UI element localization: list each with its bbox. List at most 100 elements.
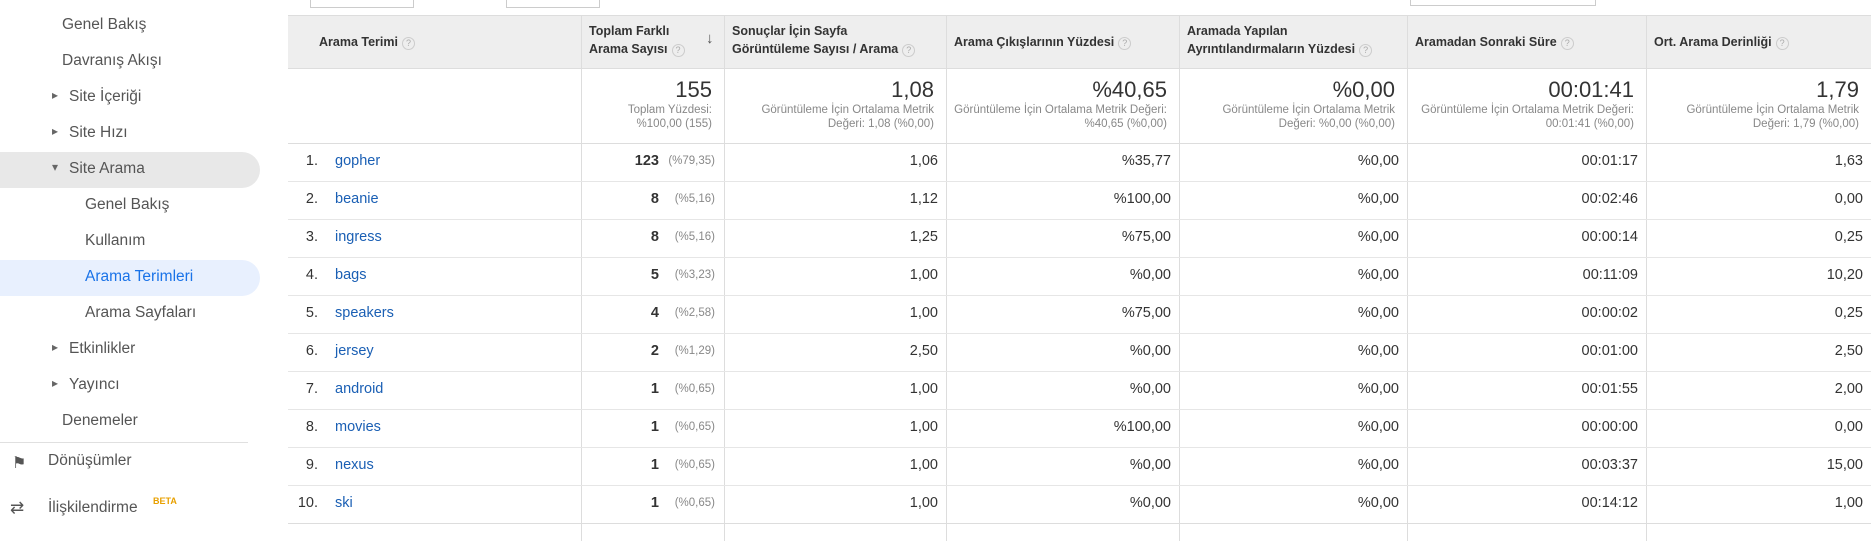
row-divider	[288, 447, 1871, 448]
column-header[interactable]: Sonuçlar İçin Sayfa Görüntüleme Sayısı /…	[732, 22, 926, 58]
metric: %0,00	[1129, 343, 1171, 359]
nav-item[interactable]: Kullanım	[85, 232, 146, 249]
column-divider	[581, 16, 582, 541]
nav-item[interactable]: Etkinlikler	[69, 340, 136, 357]
header-text: Toplam Farklı Arama Sayısı	[589, 24, 670, 56]
column-header[interactable]: Ort. Arama Derinliği?	[1654, 33, 1851, 51]
nav-item[interactable]: İlişkilendirme	[48, 499, 138, 516]
header-text: Aramadan Sonraki Süre	[1415, 35, 1557, 49]
share: (%0,65)	[674, 459, 715, 471]
search-term[interactable]: bags	[335, 267, 367, 283]
metric: 1,00	[909, 457, 938, 473]
metric: 00:03:37	[1581, 457, 1638, 473]
row-divider	[288, 68, 1871, 69]
help-icon[interactable]: ?	[1359, 44, 1373, 57]
share: (%5,16)	[674, 231, 715, 243]
search-term[interactable]: speakers	[335, 305, 394, 321]
total-value: 1,79	[1816, 77, 1859, 102]
metric: %100,00	[1113, 191, 1171, 207]
metric: %0,00	[1357, 153, 1399, 169]
rank: 8.	[305, 419, 318, 435]
nav-item[interactable]: Genel Bakış	[85, 196, 170, 213]
count: 4	[650, 305, 659, 321]
nav-item[interactable]: Site Hızı	[69, 124, 128, 141]
row-divider	[288, 333, 1871, 334]
control	[310, 0, 414, 8]
nav-item[interactable]: Davranış Akışı	[62, 52, 162, 69]
search-term[interactable]: movies	[335, 419, 381, 435]
column-header[interactable]: Aramadan Sonraki Süre?	[1415, 33, 1626, 51]
nav-item[interactable]: Site Arama	[69, 160, 145, 177]
metric: 1,63	[1834, 153, 1863, 169]
nav-item[interactable]: Arama Sayfaları	[85, 304, 197, 321]
count: 8	[650, 191, 659, 207]
metric: %0,00	[1357, 495, 1399, 511]
metric: 0,25	[1834, 229, 1863, 245]
column-header[interactable]: Arama Çıkışlarının Yüzdesi?	[954, 33, 1159, 51]
search-box	[1410, 0, 1596, 6]
metric: 00:14:12	[1581, 495, 1638, 511]
header-text: Arama Terimi	[319, 35, 398, 49]
total-value: %40,65	[1092, 77, 1167, 102]
total-note: Görüntüleme İçin Ortalama Metrik Değeri:…	[761, 104, 934, 130]
metric: %0,00	[1357, 305, 1399, 321]
help-icon[interactable]: ?	[1560, 37, 1574, 50]
search-term[interactable]: ingress	[335, 229, 382, 245]
share: (%0,65)	[674, 383, 715, 395]
search-term[interactable]: nexus	[335, 457, 374, 473]
metric: %0,00	[1357, 191, 1399, 207]
help-icon[interactable]: ?	[671, 44, 685, 57]
metric: %75,00	[1121, 229, 1171, 245]
search-term[interactable]: android	[335, 381, 384, 397]
nav-item[interactable]: Denemeler	[62, 412, 138, 429]
row-divider	[288, 409, 1871, 410]
metric: %0,00	[1357, 267, 1399, 283]
divider	[0, 442, 248, 443]
total-note: Toplam Yüzdesi: %100,00 (155)	[627, 104, 712, 130]
search-term[interactable]: jersey	[335, 343, 374, 359]
header-text: Arama Çıkışlarının Yüzdesi	[954, 35, 1115, 49]
count: 1	[650, 457, 659, 473]
nav-item[interactable]: Arama Terimleri	[85, 268, 194, 285]
help-icon[interactable]: ?	[1775, 37, 1789, 50]
expand-arrow: ▸	[52, 340, 59, 354]
table-header-bg	[288, 16, 1871, 68]
search-term[interactable]: gopher	[335, 153, 381, 169]
control	[506, 0, 600, 8]
expand-arrow: ▸	[52, 376, 59, 390]
search-term[interactable]: ski	[335, 495, 353, 511]
nav-item[interactable]: Dönüşümler	[48, 452, 132, 469]
nav-item[interactable]: Genel Bakış	[62, 16, 147, 33]
metric: 00:00:00	[1581, 419, 1638, 435]
sort-arrow: ↓	[706, 30, 714, 47]
share: (%0,65)	[674, 497, 715, 509]
metric: 10,20	[1826, 267, 1863, 283]
metric: %0,00	[1357, 381, 1399, 397]
nav-item[interactable]: Site İçeriği	[69, 88, 142, 105]
column-header[interactable]: Arama Terimi?	[319, 33, 561, 51]
metric: 2,50	[909, 343, 938, 359]
metric: 1,12	[909, 191, 938, 207]
row-divider	[288, 523, 1871, 524]
help-icon[interactable]: ?	[902, 44, 916, 57]
help-icon[interactable]: ?	[1118, 37, 1132, 50]
metric: 1,00	[1834, 495, 1863, 511]
search-term[interactable]: beanie	[335, 191, 379, 207]
rank: 1.	[305, 153, 318, 169]
expand-arrow: ▸	[52, 124, 59, 138]
nav-item[interactable]: Yayıncı	[69, 376, 120, 393]
row-divider	[288, 15, 1871, 16]
metric: 1,00	[909, 305, 938, 321]
share: (%2,58)	[674, 307, 715, 319]
total-value: 1,08	[891, 77, 934, 102]
column-header[interactable]: Aramada Yapılan Ayrıntılandırmaların Yüz…	[1187, 22, 1387, 58]
row-divider	[288, 143, 1871, 144]
help-icon[interactable]: ?	[401, 37, 415, 50]
metric: %0,00	[1357, 419, 1399, 435]
metric: 2,00	[1834, 381, 1863, 397]
metric: %0,00	[1129, 495, 1171, 511]
rank: 5.	[305, 305, 318, 321]
metric: 1,00	[909, 495, 938, 511]
column-header[interactable]: Toplam Farklı Arama Sayısı?	[589, 22, 704, 58]
